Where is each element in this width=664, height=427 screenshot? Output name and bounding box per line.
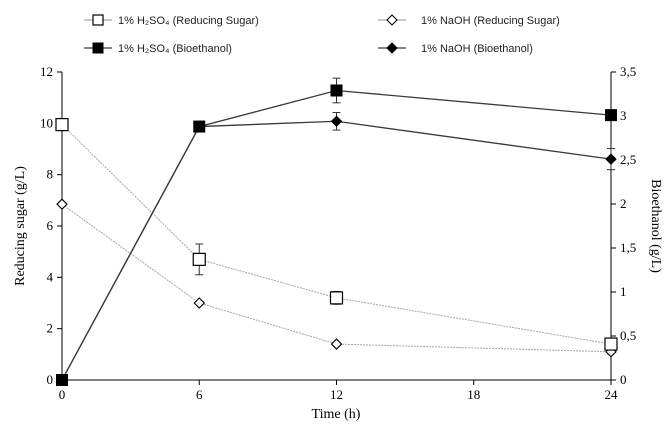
y-axis-left-title: Reducing sugar (g/L) [13, 166, 28, 286]
legend: 1% H₂SO₄ (Reducing Sugar) 1% NaOH (Reduc… [84, 14, 560, 55]
y-axis-right-title: Bioethanol (g/L) [648, 179, 663, 273]
series-3-marker-filled-diamond [330, 115, 343, 127]
legend-label-h2so4-reducing-sugar: 1% H₂SO₄ (Reducing Sugar) [118, 15, 259, 27]
y-tick-label-left: 2 [47, 321, 54, 336]
legend-marker-filled-diamond [386, 42, 398, 54]
series-2-marker-filled-square [56, 374, 68, 386]
x-tick-label: 6 [196, 387, 203, 402]
y-tick-label-right: 2 [620, 196, 627, 211]
legend-marker-filled-square [92, 42, 104, 54]
series-1-marker-open-diamond [330, 338, 343, 350]
series-0-marker-open-square [192, 252, 206, 266]
y-tick-label-left: 10 [40, 115, 53, 130]
legend-label-h2so4-bioethanol: 1% H₂SO₄ (Bioethanol) [118, 43, 232, 55]
legend-marker-open-diamond [386, 14, 398, 26]
y-tick-label-right: 0 [620, 372, 627, 387]
series-2-line [61, 89, 612, 381]
series-3-marker-filled-diamond [605, 153, 617, 165]
x-tick-label: 0 [59, 387, 66, 402]
legend-label-naoh-bioethanol: 1% NaOH (Bioethanol) [421, 43, 533, 55]
legend-marker-open-square [92, 14, 104, 26]
series-2-marker-filled-square [330, 84, 343, 97]
series-1-marker-open-diamond [193, 297, 206, 309]
x-axis-title: Time (h) [312, 407, 361, 422]
series-0-marker-open-square [604, 337, 618, 351]
legend-entry-h2so4-reducing-sugar: 1% H₂SO₄ (Reducing Sugar) [84, 14, 259, 27]
x-tick-label: 12 [330, 387, 343, 402]
y-tick-label-right: 1,5 [620, 240, 636, 255]
series-2-marker-filled-square [193, 120, 206, 133]
y-tick-label-right: 2,5 [620, 152, 636, 167]
legend-entry-naoh-bioethanol: 1% NaOH (Bioethanol) [378, 42, 533, 55]
series-0-marker-open-square [55, 118, 69, 132]
series-2-marker-filled-square [605, 109, 617, 122]
y-tick-label-left: 12 [40, 64, 53, 79]
series-1-marker-open-diamond [56, 198, 68, 210]
legend-label-naoh-reducing-sugar: 1% NaOH (Reducing Sugar) [421, 15, 560, 27]
y-tick-label-left: 4 [47, 269, 54, 284]
series-0-line [61, 124, 612, 345]
series-layer [55, 77, 618, 386]
y-tick-label-left: 8 [47, 167, 54, 182]
series-1-line [61, 203, 612, 353]
y-tick-label-left: 6 [47, 218, 54, 233]
y-tick-label-left: 0 [47, 372, 54, 387]
series-0-marker-open-square [329, 291, 344, 305]
y-tick-label-right: 1 [620, 284, 627, 299]
legend-entry-h2so4-bioethanol: 1% H₂SO₄ (Bioethanol) [84, 42, 232, 55]
x-tick-label: 24 [605, 387, 619, 402]
legend-entry-naoh-reducing-sugar: 1% NaOH (Reducing Sugar) [378, 14, 560, 27]
y-tick-label-right: 3,5 [620, 64, 636, 79]
y-tick-label-right: 3 [620, 108, 627, 123]
x-tick-label: 18 [467, 387, 480, 402]
y-tick-label-right: 0,5 [620, 328, 636, 343]
